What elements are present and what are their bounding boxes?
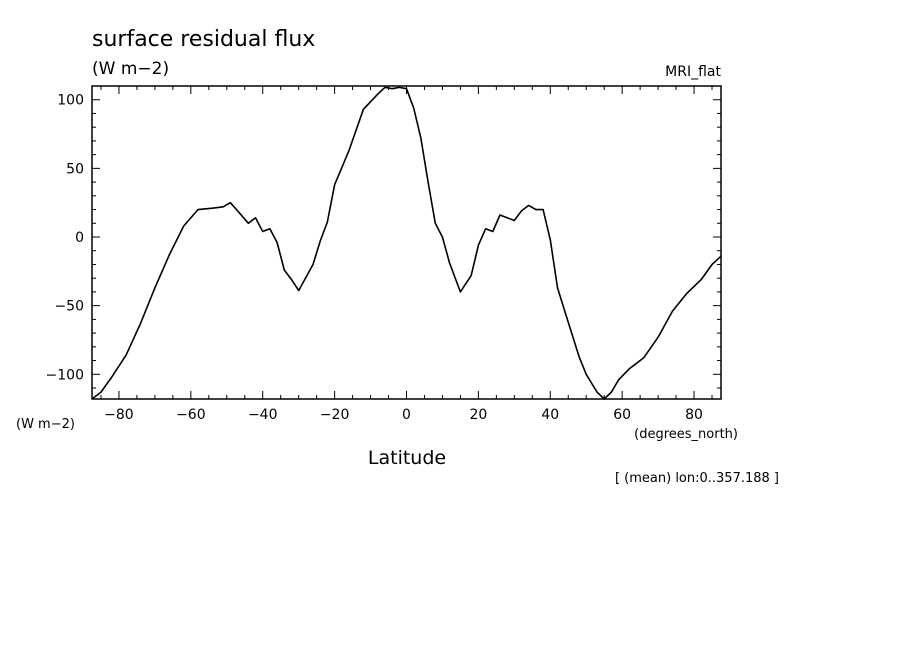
averaging-note: [ (mean) lon:0..357.188 ] bbox=[615, 471, 779, 486]
series-line bbox=[91, 86, 722, 400]
y-tick-label: 0 bbox=[75, 230, 84, 246]
y-axis-label: (W m−2) bbox=[16, 417, 75, 432]
x-tick-label: 60 bbox=[613, 407, 631, 423]
y-tick-label: 50 bbox=[66, 161, 84, 177]
x-tick-label: −80 bbox=[104, 407, 134, 423]
plot-frame bbox=[91, 85, 722, 400]
chart-title: surface residual flux bbox=[92, 27, 315, 52]
y-tick-label: −50 bbox=[54, 299, 84, 315]
x-tick-label: −60 bbox=[176, 407, 206, 423]
x-axis-label: Latitude bbox=[368, 447, 446, 469]
model-label: MRI_flat bbox=[665, 64, 721, 80]
y-axis-ticks: −100 −50 0 50 100 bbox=[46, 85, 721, 389]
x-tick-label: 80 bbox=[685, 407, 703, 423]
x-tick-label: 0 bbox=[402, 407, 411, 423]
x-tick-label: 20 bbox=[469, 407, 487, 423]
x-axis-ticks: −80 −60 −40 −20 0 20 40 60 80 bbox=[100, 86, 713, 423]
plot-border bbox=[91, 85, 722, 400]
x-tick-label: −40 bbox=[248, 407, 278, 423]
y-tick-label: −100 bbox=[46, 367, 84, 383]
x-tick-label: 40 bbox=[541, 407, 559, 423]
y-tick-label: 100 bbox=[57, 93, 84, 109]
x-tick-label: −20 bbox=[320, 407, 350, 423]
series-layer bbox=[91, 86, 722, 400]
x-axis-units: (degrees_north) bbox=[634, 427, 738, 442]
chart-units: (W m−2) bbox=[92, 59, 169, 79]
